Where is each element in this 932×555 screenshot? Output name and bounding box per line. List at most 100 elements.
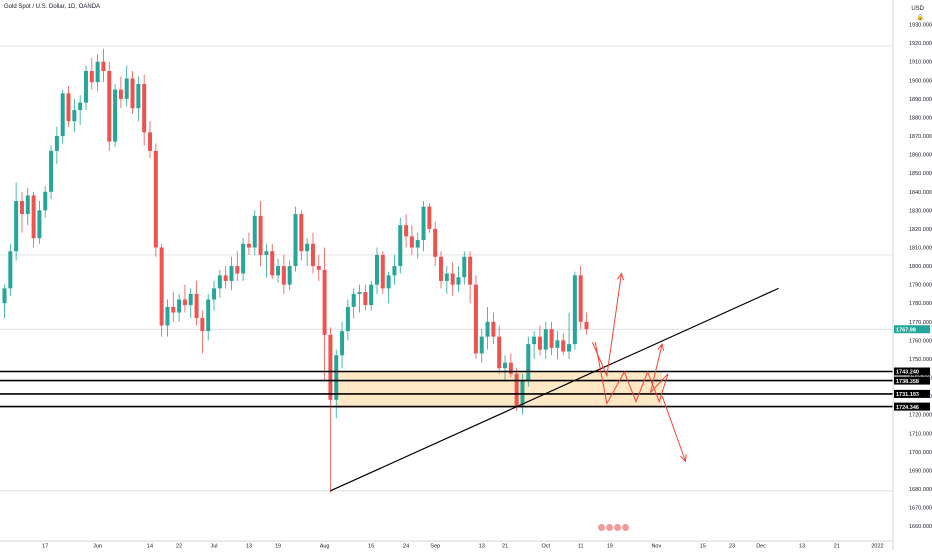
candle-down [380,254,385,289]
x-tick-label: 24 [403,544,409,550]
lock-icon[interactable]: 🔒 [916,15,924,21]
candle-up [555,340,560,348]
candle-up [206,299,211,332]
candle-down [153,150,158,248]
x-tick-label: 16 [368,544,374,550]
y-tick-label: 1770.000 [909,320,932,326]
x-tick-label: Nov [651,544,661,550]
candle-up [113,89,118,142]
candle-up [334,355,339,400]
price-tag-label: 1743.240 [896,370,919,376]
price-tag-label: 1724.346 [896,405,919,411]
currency-label[interactable]: USD [911,6,924,12]
x-tick-label: 2022 [871,544,883,550]
candle-up [421,206,426,241]
x-tick-label: 22 [176,544,182,550]
x-tick-label: 13 [479,544,485,550]
event-icon[interactable] [606,524,613,531]
support-zone [336,371,663,408]
candle-up [54,136,59,151]
arrow-head [680,454,687,463]
support-zone-layer [336,371,663,408]
x-tick-label: 14 [147,544,153,550]
candle-up [392,266,397,276]
y-tick-label: 1670.000 [909,506,932,512]
symbol-title: Gold Spot / U.S. Dollar, 1D, OANDA [4,4,101,10]
y-tick-label: 1860.000 [909,153,932,159]
candle-down [148,132,152,151]
y-tick-label: 1740.000 [909,376,932,382]
candle-up [43,191,48,211]
event-icon[interactable] [614,524,621,531]
event-icon[interactable] [622,524,629,531]
candle-up [83,71,88,103]
x-tick-label: 11 [578,544,584,550]
x-tick-label: Jun [93,544,102,550]
current-price-tag [894,325,930,334]
candle-down [31,195,36,239]
y-tick-label: 1730.000 [909,394,932,400]
candle-up [95,61,100,83]
x-tick-label: 15 [700,544,706,550]
candle-down [473,284,478,354]
event-icon[interactable] [598,524,605,531]
candle-up [264,251,269,255]
x-tick-label: 19 [275,544,281,550]
y-tick-label: 1690.000 [909,468,932,474]
candle-up [78,102,83,111]
candle-up [241,243,246,274]
arrow-head [657,342,665,352]
candle-up [14,201,19,252]
candle-down [497,336,502,369]
price-tag [894,376,930,385]
candle-down [450,273,455,285]
price-tag-label: 1738.358 [896,379,919,385]
candle-up [479,336,484,354]
candle-up [369,284,374,306]
candle-down [433,228,438,257]
candle-down [118,89,123,99]
candle-down [578,275,583,322]
candle-down [491,321,496,337]
y-tick-label: 1660.000 [909,524,932,530]
candle-up [136,84,141,109]
candle-down [514,373,519,406]
candle-down [200,318,205,332]
candle-down [258,215,263,255]
price-tag [894,367,930,376]
candle-down [19,201,24,215]
candle-up [276,266,281,276]
candles-layer [2,48,589,493]
candle-down [101,61,106,72]
reference-lines [0,45,893,492]
candle-down [363,292,368,306]
x-tick-label: 19 [607,544,613,550]
x-tick-label: 13 [246,544,252,550]
candle-up [49,150,54,192]
y-tick-label: 1700.000 [909,450,932,456]
candle-down [182,299,187,306]
candle-up [444,273,449,281]
candle-down [439,256,443,281]
economic-events[interactable] [598,524,629,531]
y-tick-label: 1820.000 [909,227,932,233]
candle-down [130,78,135,109]
y-tick-label: 1910.000 [909,60,932,66]
candle-up [532,336,537,345]
candle-up [543,329,548,350]
candle-up [526,344,531,382]
drawings-layer [330,272,779,492]
y-tick-label: 1890.000 [909,97,932,103]
candle-up [177,299,182,313]
candle-down [89,71,94,83]
y-tick-label: 1790.000 [909,283,932,289]
candle-down [159,247,164,326]
candle-up [8,251,13,289]
candle-down [427,206,432,229]
y-tick-label: 1870.000 [909,134,932,140]
x-tick-label: 17 [42,544,48,550]
candle-up [351,293,356,307]
